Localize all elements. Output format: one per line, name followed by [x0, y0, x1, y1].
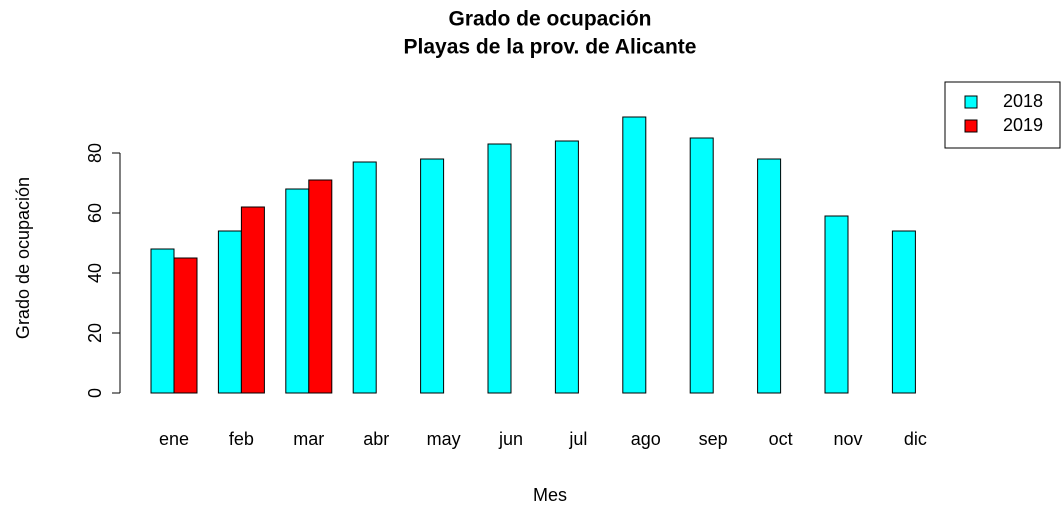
bar	[891, 230, 916, 394]
y-tick-label: 40	[85, 263, 105, 283]
x-tick-label: may	[427, 429, 461, 449]
bar	[420, 158, 445, 394]
x-axis-label: Mes	[533, 485, 567, 505]
y-tick-label: 60	[85, 203, 105, 223]
y-tick-label: 0	[85, 388, 105, 398]
legend-swatch	[964, 95, 978, 109]
bar	[689, 137, 714, 394]
bar	[824, 215, 849, 394]
x-tick-label: feb	[229, 429, 254, 449]
bar	[285, 188, 310, 394]
chart-title: Grado de ocupación	[448, 8, 651, 31]
bar	[554, 140, 579, 394]
bar	[352, 161, 377, 394]
bar	[173, 257, 198, 394]
legend-swatch	[964, 119, 978, 133]
bar	[217, 230, 242, 394]
x-tick-label: dic	[904, 429, 927, 449]
x-tick-label: ago	[631, 429, 661, 449]
legend-box	[944, 81, 1061, 149]
x-tick-label: mar	[293, 429, 324, 449]
y-tick-label: 80	[85, 143, 105, 163]
x-tick-label: oct	[769, 429, 793, 449]
bar	[150, 248, 175, 394]
y-tick-label: 20	[85, 323, 105, 343]
bar	[487, 143, 512, 394]
x-tick-label: ene	[159, 429, 189, 449]
x-tick-label: jun	[498, 429, 523, 449]
legend-label: 2019	[1003, 115, 1043, 135]
x-tick-label: abr	[363, 429, 389, 449]
bar	[757, 158, 782, 394]
legend-label: 2018	[1003, 91, 1043, 111]
x-tick-label: jul	[568, 429, 587, 449]
chart-subtitle: Playas de la prov. de Alicante	[404, 36, 697, 59]
x-tick-label: nov	[833, 429, 862, 449]
bar	[308, 179, 333, 394]
y-axis-label: Grado de ocupación	[13, 177, 33, 339]
bar	[240, 206, 265, 394]
x-tick-label: sep	[699, 429, 728, 449]
bar	[622, 116, 647, 394]
